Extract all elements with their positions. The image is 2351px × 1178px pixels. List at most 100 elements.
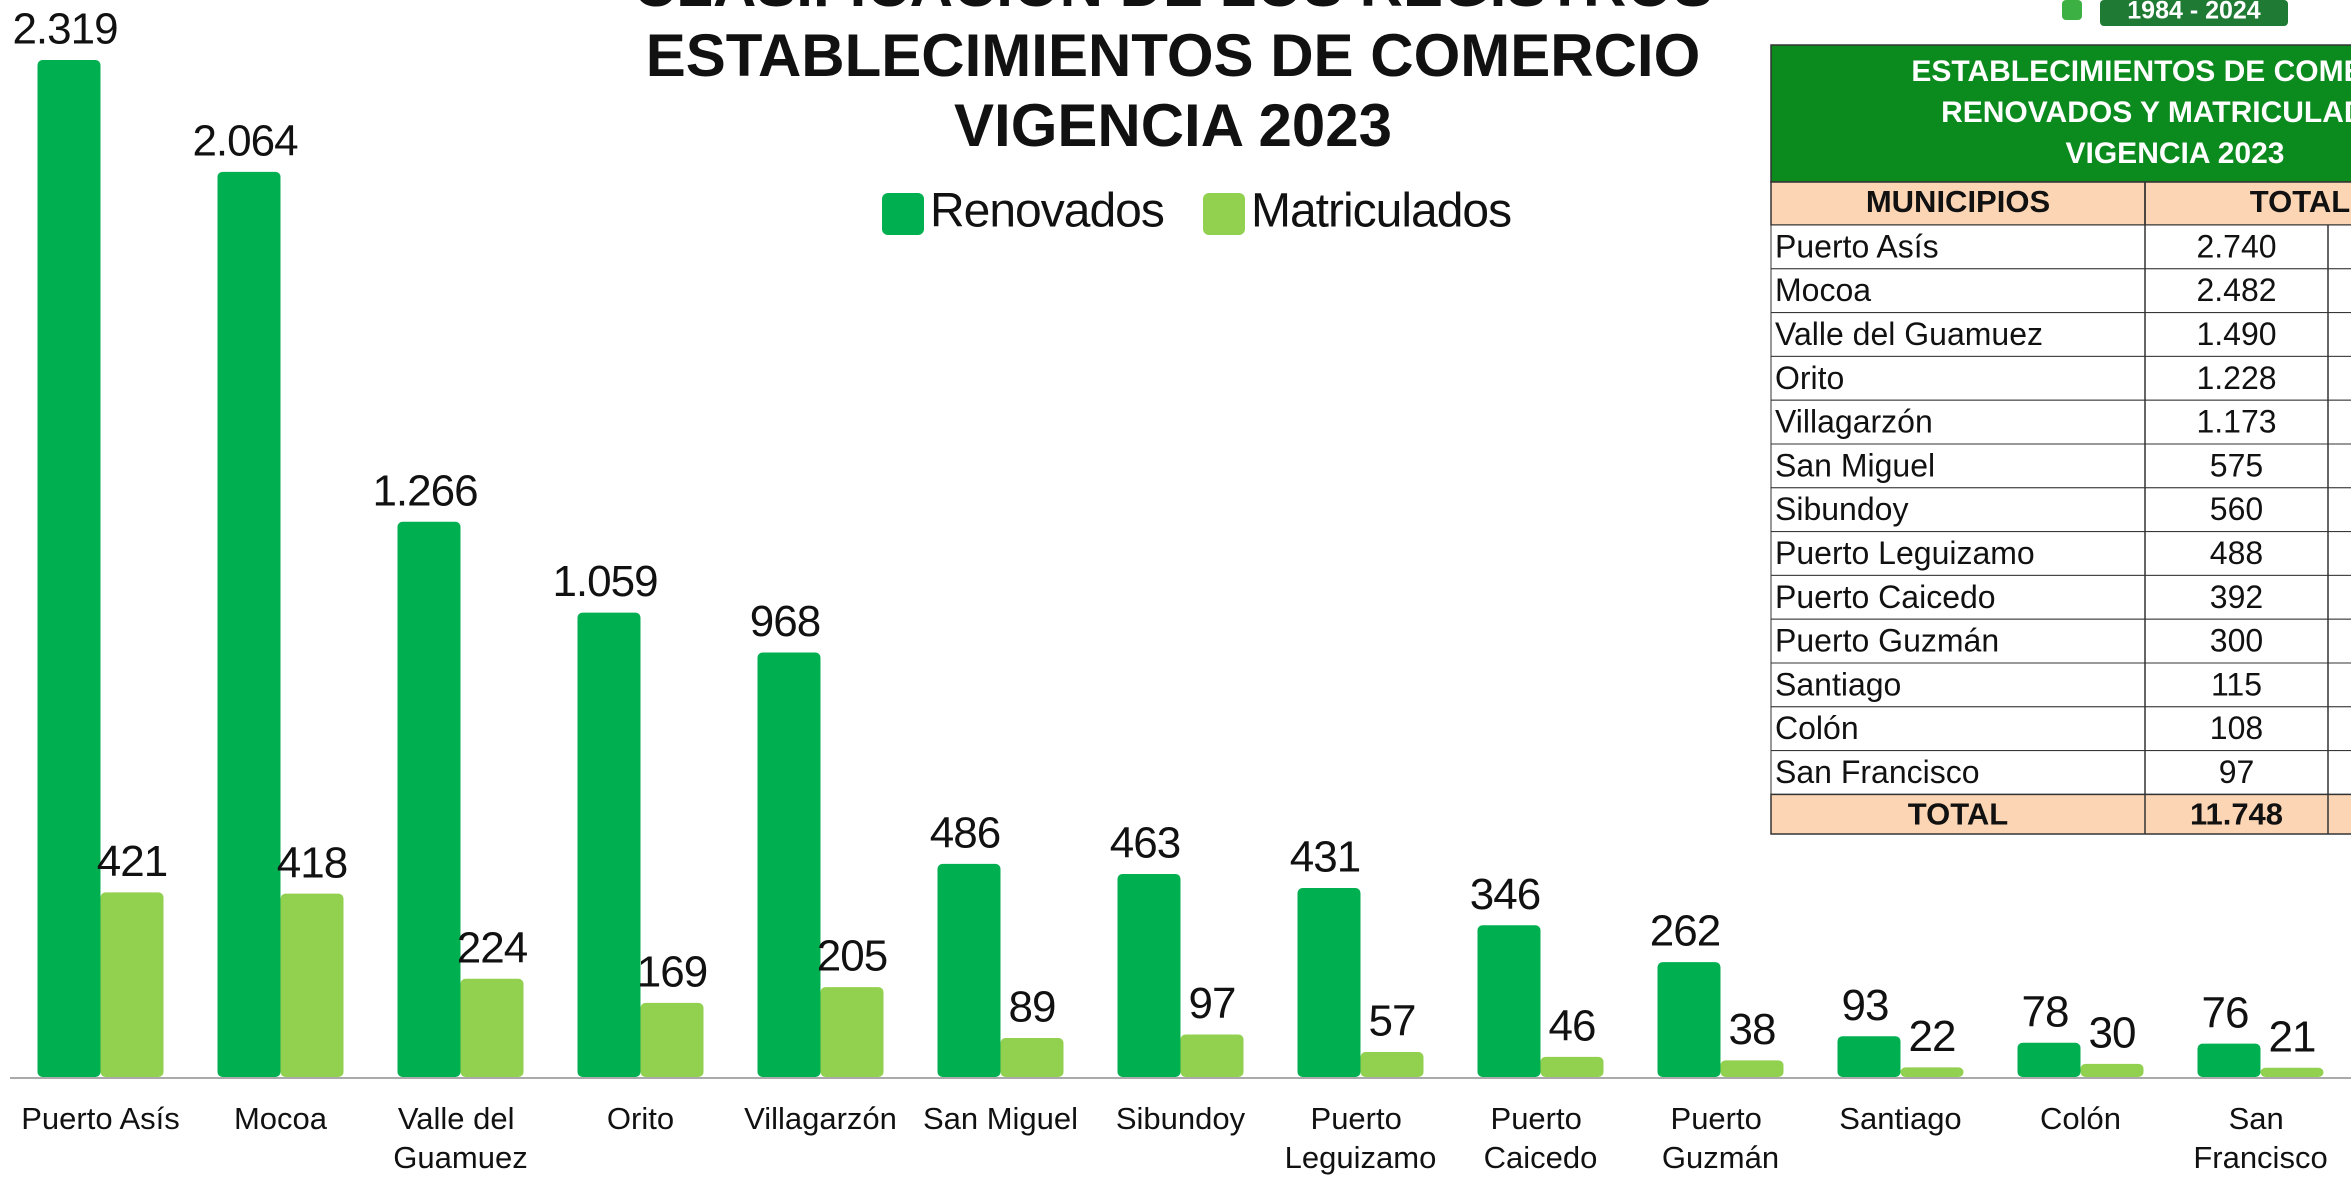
table-cell: 575 [2210,447,2263,483]
table-cell: 300 [2210,623,2263,659]
table-cell: Orito [1775,360,1844,396]
bar [1360,1052,1424,1077]
x-tick-line: Caicedo [1484,1140,1598,1175]
x-tick-label: Puerto Caicedo [1484,1101,1598,1175]
table-total-bg [1770,793,2351,835]
x-tick-line: San [2229,1101,2293,1136]
data-label: 1.059 [552,557,657,606]
table-row [1770,706,2351,752]
data-label: 1.266 [372,466,477,515]
table-cell: 115 [2211,666,2262,702]
bar [397,521,461,1077]
x-tick-label: Puerto Guzmán [1662,1101,1779,1175]
table-title-bg [1770,44,2351,183]
table-cell: Villagarzón [1775,404,1933,440]
x-tick-label: Valle del Guamuez [393,1101,527,1175]
table-row [1770,224,2351,270]
bar [280,893,344,1077]
bar [1297,887,1361,1077]
bar [2260,1067,2324,1077]
data-label: 346 [1470,870,1540,919]
table-cell: Valle del Guamuez [1775,316,2043,352]
x-tick-line: Puerto [1491,1101,1591,1136]
table-total: TOTAL [1908,796,2008,831]
data-label: 78 [2022,987,2069,1036]
table-cell: 392 [2210,579,2263,615]
bar [1540,1056,1604,1077]
data-label: 93 [1842,981,1889,1030]
table-row [1770,750,2351,795]
table-cell: 108 [2210,710,2263,746]
bar [937,863,1001,1077]
x-tick-line: Valle del [398,1101,523,1136]
data-label: 2.319 [12,5,117,54]
table-row [1770,443,2351,489]
table-cell: Puerto Guzmán [1775,623,1999,659]
data-label: 463 [1110,819,1180,868]
data-label: 76 [2202,988,2249,1037]
chart-title: CLASIFICACIÓN DE LOS REGISTROS [633,0,1713,19]
bar [1180,1034,1244,1077]
bar [1720,1060,1784,1077]
x-tick-label: Sibundoy [1116,1101,1246,1136]
x-tick-line: Guzmán [1662,1140,1779,1175]
bar [2197,1043,2261,1077]
table-row [1770,312,2351,357]
chart-title: VIGENCIA 2023 [954,92,1392,159]
data-label: 38 [1729,1005,1776,1054]
table-total: 11.748 [2190,796,2283,831]
table-cell: 488 [2210,535,2263,571]
table-row [1770,487,2351,533]
table-header: TOTAL [2250,184,2350,219]
bar [820,987,884,1077]
legend-swatch [1203,193,1245,235]
table-cell: Mocoa [1775,272,1871,308]
chart-title: ESTABLECIMIENTOS DE COMERCIO [646,22,1701,89]
x-tick-label: Puerto Leguizamo [1285,1101,1437,1175]
bar [1900,1067,1964,1077]
table-cell: 2.482 [2196,272,2276,308]
bar [640,1002,704,1077]
table-cell: Puerto Asís [1775,228,1939,264]
bar [217,171,281,1077]
x-tick-line: Puerto [1671,1101,1771,1136]
table-cell: 1.490 [2196,316,2276,352]
x-tick-line: Francisco [2193,1140,2327,1175]
table-header-bg [1770,181,2351,226]
badge-text: 1984 - 2024 [2127,0,2261,25]
table-title: ESTABLECIMIENTOS DE COMERCIO [1911,55,2351,88]
table-row [1770,399,2351,445]
table-cell: San Miguel [1775,447,1935,483]
bar [1117,873,1181,1077]
data-label: 57 [1369,997,1416,1046]
data-label: 97 [1189,979,1236,1028]
data-label: 968 [750,597,820,646]
table-title: RENOVADOS Y MATRICULADOS [1941,96,2351,129]
table-cell: 1.173 [2196,404,2276,440]
x-tick-line: Puerto [1311,1101,1411,1136]
x-tick-label: Mocoa [234,1101,328,1136]
table-row [1770,618,2351,664]
table-header: MUNICIPIOS [1866,184,2050,219]
table-cell: 1.228 [2196,360,2276,396]
bar [2017,1042,2081,1077]
x-tick-label: San Miguel [923,1101,1078,1136]
bar [1837,1036,1901,1077]
data-label: 431 [1290,833,1360,882]
data-label: 2.064 [192,116,298,165]
table-cell: 97 [2219,754,2255,790]
x-tick-line: Leguizamo [1285,1140,1437,1175]
bar [2080,1063,2144,1077]
data-label: 46 [1549,1001,1596,1050]
x-tick-label: Santiago [1839,1101,1961,1136]
data-label: 169 [637,948,707,997]
x-tick-line: Guamuez [393,1140,527,1175]
data-label: 262 [1650,907,1720,956]
badge [2100,0,2288,26]
table-cell: 2.740 [2196,228,2276,264]
x-tick-label: Villagarzón [744,1101,897,1136]
bar [1477,925,1541,1077]
data-label: 89 [1009,983,1056,1032]
bar [37,60,101,1077]
table-cell: 560 [2210,491,2263,527]
